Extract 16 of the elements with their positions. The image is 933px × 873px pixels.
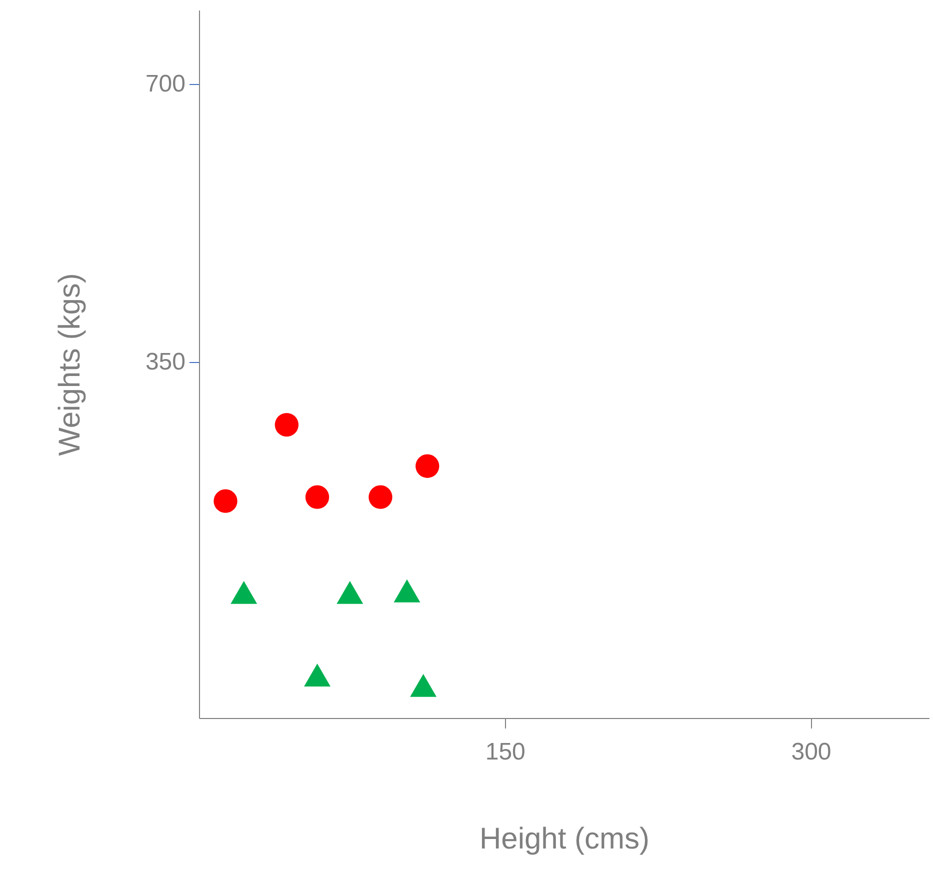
point [394, 579, 420, 602]
point [416, 454, 440, 478]
y-tick-label: 350 [145, 348, 186, 376]
point [230, 580, 258, 604]
x-axis-title: Height (cms) [479, 822, 650, 856]
x-tick-label: 150 [485, 738, 526, 766]
x-tick-label: 300 [791, 738, 832, 766]
y-tick-label: 700 [145, 70, 186, 98]
point [214, 489, 238, 513]
point [305, 485, 330, 509]
y-axis-title: Weights (kgs) [53, 273, 86, 456]
point [336, 580, 364, 604]
point [410, 674, 437, 697]
point [304, 664, 330, 687]
point [368, 485, 392, 509]
point [274, 412, 299, 437]
